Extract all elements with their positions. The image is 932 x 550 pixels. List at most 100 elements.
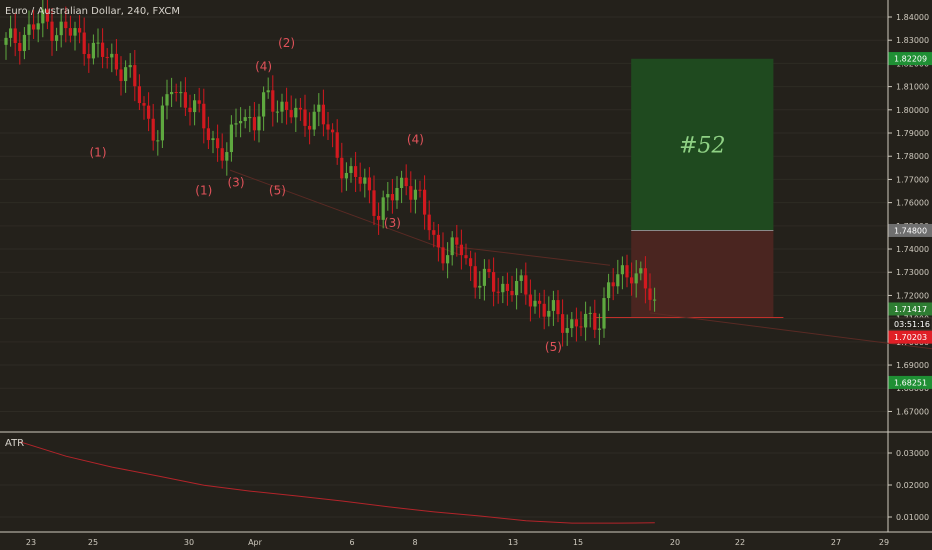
position-box[interactable]: #52 xyxy=(594,58,784,318)
candle-body xyxy=(556,300,560,315)
wave-label: (1) xyxy=(90,146,107,160)
candle-body xyxy=(18,42,22,52)
price-tick-label: 1.67000 xyxy=(896,407,929,416)
candle-body xyxy=(64,21,68,29)
candle-body xyxy=(372,190,376,216)
candle-body xyxy=(455,237,459,245)
candle-body xyxy=(381,197,385,220)
candle-body xyxy=(239,121,243,124)
time-tick-label: 22 xyxy=(735,538,745,547)
candle-body xyxy=(505,283,509,291)
price-tag-label: 1.70203 xyxy=(894,333,927,342)
candle-body xyxy=(147,105,151,119)
candle-body xyxy=(496,291,500,293)
candle-body xyxy=(551,300,555,311)
candle-body xyxy=(252,117,256,131)
candle-body xyxy=(101,42,105,57)
atr-tick-label: 0.02000 xyxy=(896,481,929,490)
candle-body xyxy=(248,117,252,119)
candle-body xyxy=(321,104,325,125)
candle-body xyxy=(280,101,284,112)
candle-body xyxy=(538,300,542,304)
candle-body xyxy=(262,92,266,117)
candle-body xyxy=(151,118,155,141)
candle-body xyxy=(50,21,54,41)
candle-body xyxy=(4,37,8,45)
candle-body xyxy=(59,21,63,36)
wave-label: (4) xyxy=(407,132,424,146)
time-tick-label: 13 xyxy=(508,538,518,547)
trend-line xyxy=(229,169,461,256)
price-tick-label: 1.80000 xyxy=(896,106,929,115)
candle-body xyxy=(579,326,583,328)
candle-body xyxy=(243,117,247,122)
candle-body xyxy=(450,237,454,256)
candle-body xyxy=(620,265,624,275)
wave-label: (3) xyxy=(384,216,401,230)
candle-body xyxy=(211,138,215,141)
price-tick-label: 1.84000 xyxy=(896,13,929,22)
candle-body xyxy=(524,275,528,295)
candle-body xyxy=(206,128,210,141)
candle-body xyxy=(533,300,537,307)
wave-labels: (1) (2) (4) (1) (3) (5) (4) (3) (5) xyxy=(90,36,562,354)
candle-body xyxy=(27,24,31,35)
candle-body xyxy=(110,53,114,58)
candle-body xyxy=(193,100,197,113)
candle-body xyxy=(165,94,169,106)
candle-body xyxy=(611,282,615,287)
price-tag-label: 1.71417 xyxy=(894,305,927,314)
candle-body xyxy=(344,172,348,179)
price-tick-label: 1.73000 xyxy=(896,268,929,277)
candle-body xyxy=(565,328,569,333)
candle-body xyxy=(220,148,224,161)
candle-body xyxy=(418,189,422,191)
candle-body xyxy=(142,103,146,106)
candle-body xyxy=(128,65,132,68)
candles xyxy=(4,0,657,347)
stop-zone[interactable] xyxy=(631,230,774,318)
wave-label: (4) xyxy=(255,59,272,73)
target-zone[interactable] xyxy=(631,58,774,231)
candle-body xyxy=(13,28,17,43)
price-tick-label: 1.76000 xyxy=(896,199,929,208)
price-tag-label: 1.68251 xyxy=(894,378,927,387)
candle-body xyxy=(487,268,491,273)
candle-body xyxy=(91,42,95,59)
wave-label: (2) xyxy=(278,36,295,50)
candle-body xyxy=(271,90,275,112)
price-axis[interactable]: 1.670001.680001.690001.700001.710001.720… xyxy=(888,13,932,522)
candle-body xyxy=(225,152,229,161)
candle-body xyxy=(68,28,72,36)
candle-body xyxy=(298,107,302,110)
wave-label: (3) xyxy=(228,175,245,189)
candle-body xyxy=(137,86,141,104)
candle-body xyxy=(331,129,335,133)
time-tick-label: Apr xyxy=(248,538,263,547)
candle-body xyxy=(41,9,45,24)
wave-label: (5) xyxy=(545,340,562,354)
price-tag xyxy=(888,223,932,237)
candle-body xyxy=(436,234,440,248)
candle-body xyxy=(593,312,597,330)
candle-body xyxy=(216,138,220,149)
candle-body xyxy=(446,255,450,264)
trade-label: #52 xyxy=(679,134,725,159)
time-tick-label: 20 xyxy=(670,538,680,547)
atr-title: ATR xyxy=(5,438,24,449)
time-axis[interactable]: 23 25 30 Apr 6 8 13 15 20 22 27 29 xyxy=(26,538,889,547)
price-tick-label: 1.69000 xyxy=(896,361,929,370)
trend-line xyxy=(454,246,611,266)
candle-body xyxy=(588,312,592,314)
candle-body xyxy=(156,140,160,142)
candle-body xyxy=(547,310,551,317)
wave-label: (1) xyxy=(195,184,212,198)
candle-body xyxy=(464,255,468,259)
candle-body xyxy=(73,28,77,36)
candle-body xyxy=(616,274,620,287)
candle-body xyxy=(285,101,289,111)
candle-body xyxy=(515,280,519,296)
time-tick-label: 29 xyxy=(879,538,889,547)
